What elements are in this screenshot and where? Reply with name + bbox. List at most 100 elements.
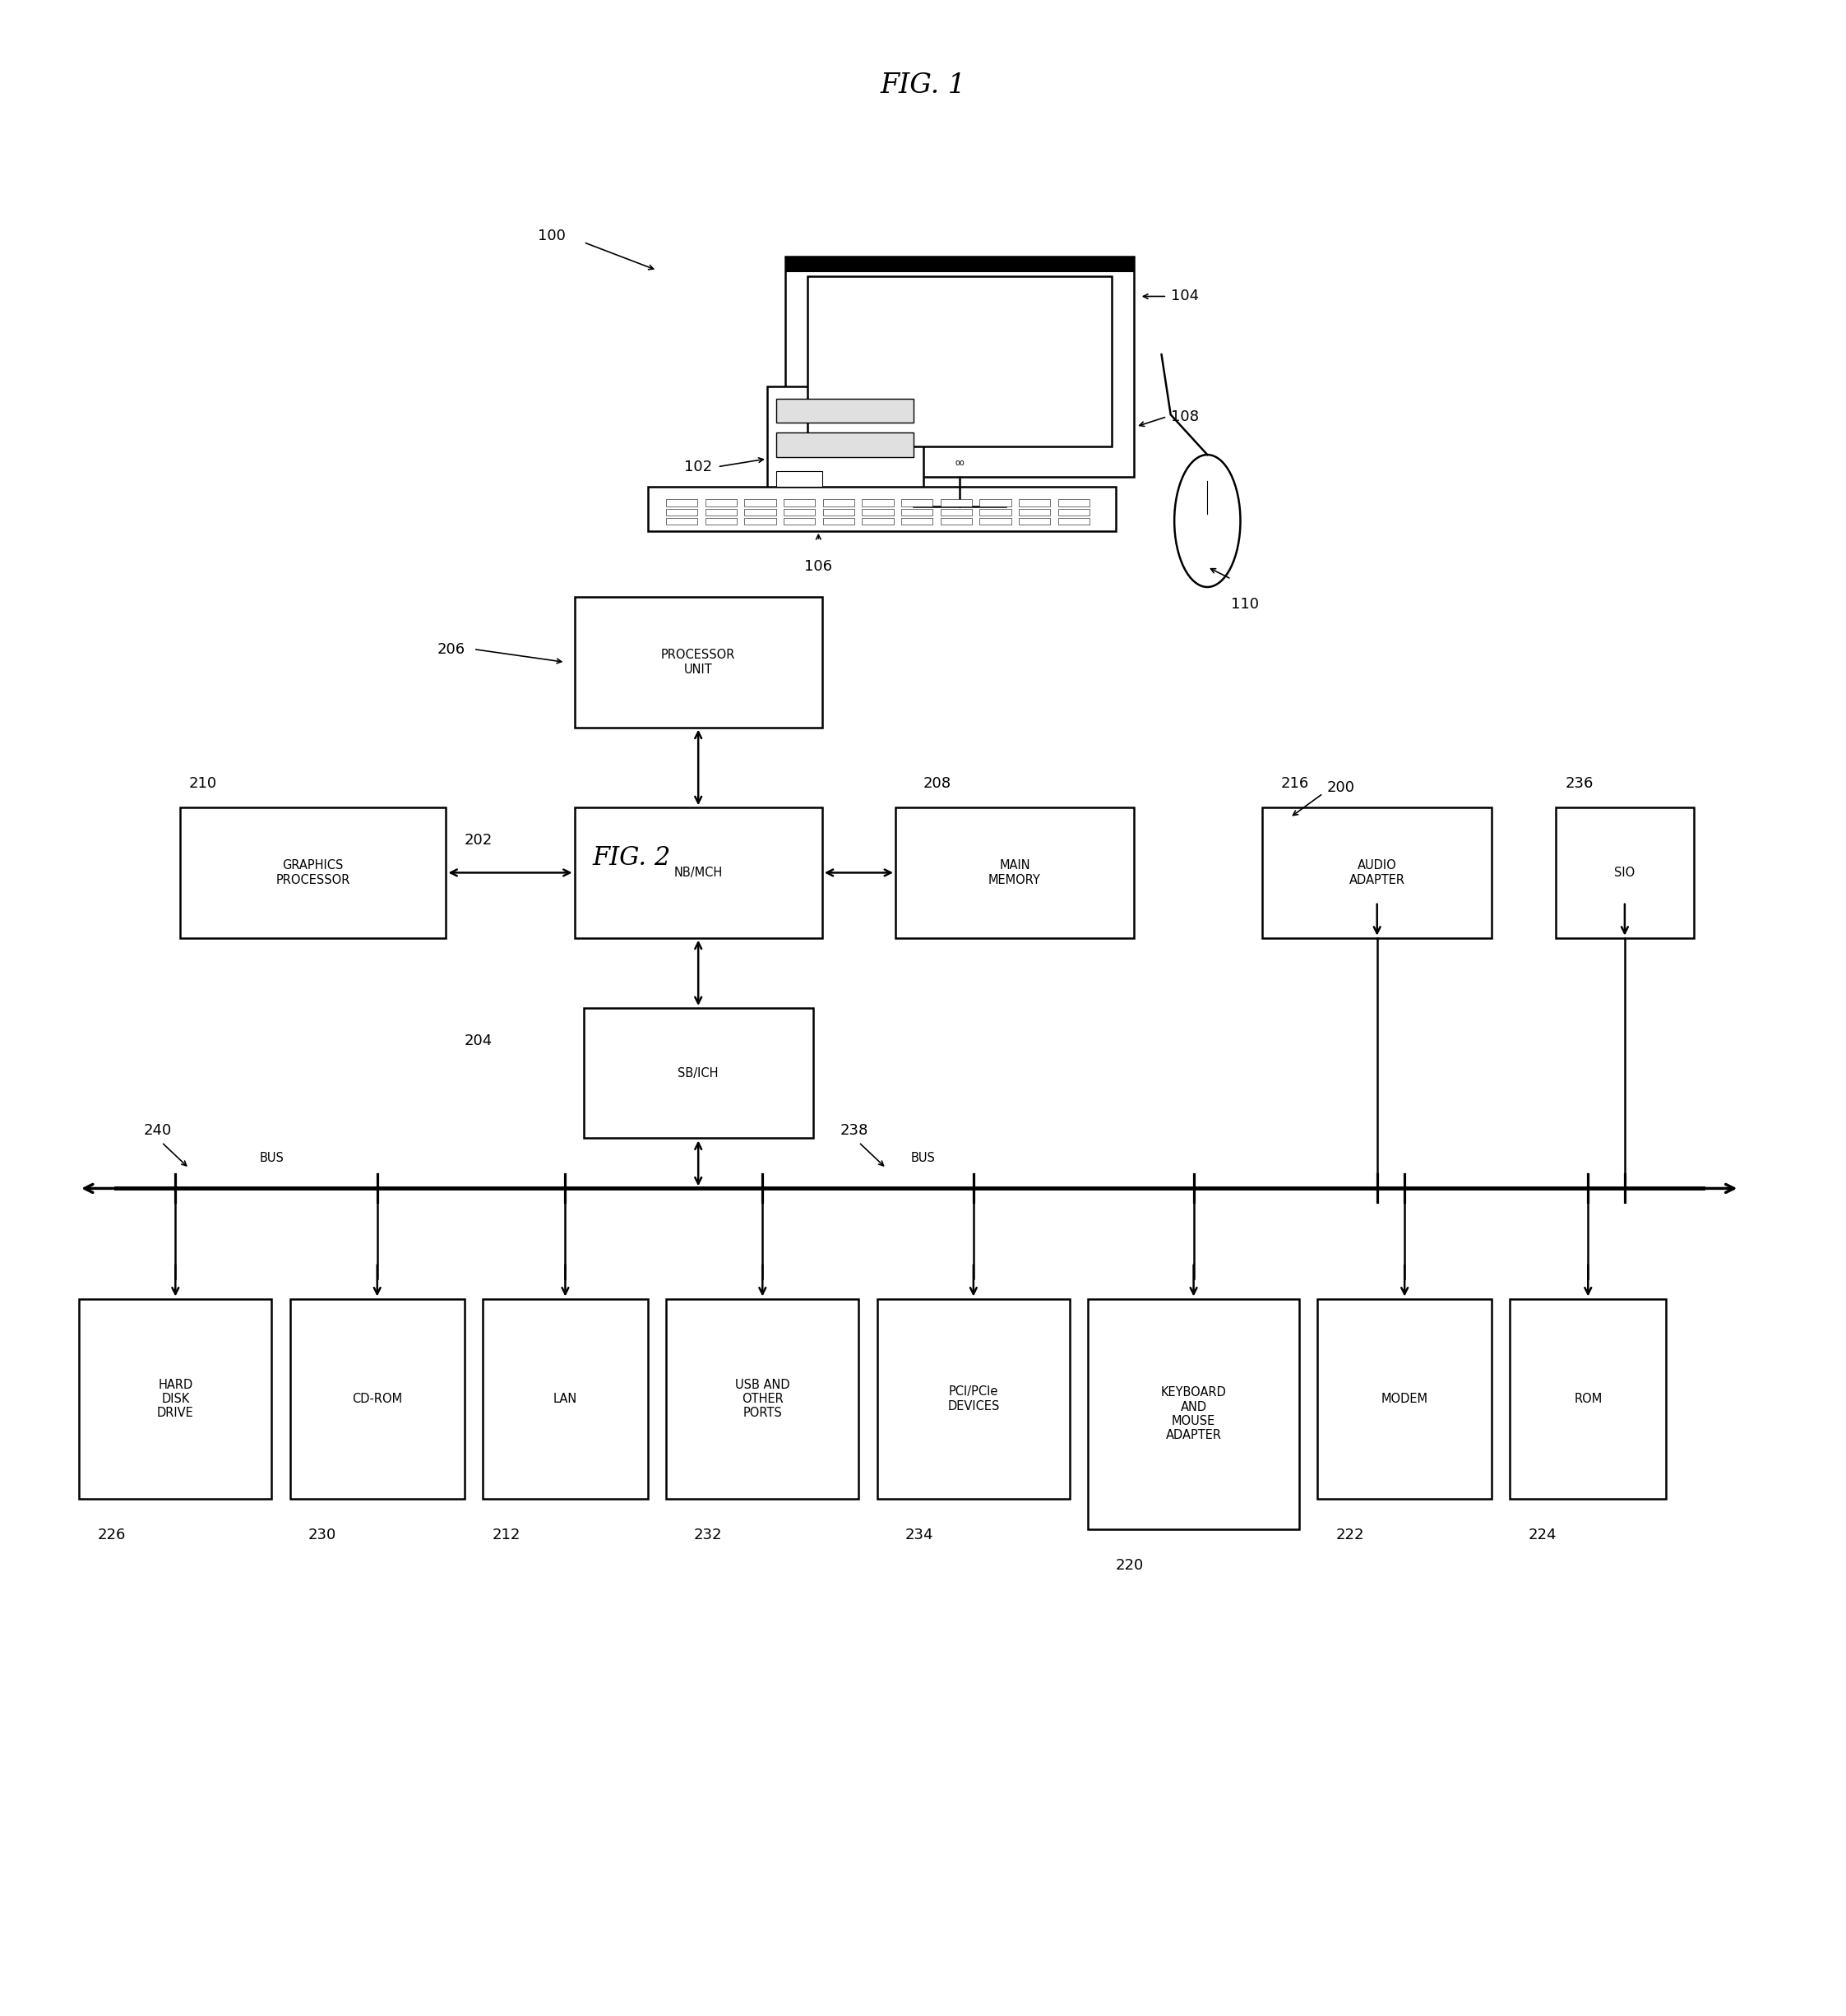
Text: 236: 236 xyxy=(1565,776,1593,790)
Text: 110: 110 xyxy=(1231,597,1259,613)
Text: USB AND
OTHER
PORTS: USB AND OTHER PORTS xyxy=(735,1379,790,1419)
Text: 200: 200 xyxy=(1327,780,1355,794)
FancyBboxPatch shape xyxy=(823,518,855,524)
FancyBboxPatch shape xyxy=(785,518,816,524)
FancyBboxPatch shape xyxy=(1019,500,1050,506)
Text: CD-ROM: CD-ROM xyxy=(353,1393,402,1405)
Text: BUS: BUS xyxy=(910,1151,936,1165)
FancyBboxPatch shape xyxy=(980,508,1012,516)
FancyBboxPatch shape xyxy=(583,1008,812,1139)
FancyBboxPatch shape xyxy=(1058,500,1089,506)
FancyBboxPatch shape xyxy=(901,508,932,516)
FancyBboxPatch shape xyxy=(895,808,1133,937)
FancyBboxPatch shape xyxy=(1087,1298,1300,1530)
Text: LAN: LAN xyxy=(554,1393,578,1405)
FancyBboxPatch shape xyxy=(648,486,1115,530)
FancyBboxPatch shape xyxy=(705,508,737,516)
FancyBboxPatch shape xyxy=(901,500,932,506)
FancyBboxPatch shape xyxy=(1510,1298,1665,1500)
FancyBboxPatch shape xyxy=(901,518,932,524)
Text: 234: 234 xyxy=(905,1528,932,1542)
Text: HARD
DISK
DRIVE: HARD DISK DRIVE xyxy=(157,1379,194,1419)
FancyBboxPatch shape xyxy=(785,508,816,516)
Text: GRAPHICS
PROCESSOR: GRAPHICS PROCESSOR xyxy=(275,859,351,885)
Text: 104: 104 xyxy=(1170,288,1198,304)
Text: 102: 102 xyxy=(685,460,713,474)
FancyBboxPatch shape xyxy=(744,508,775,516)
Text: NB/MCH: NB/MCH xyxy=(674,867,722,879)
FancyBboxPatch shape xyxy=(775,472,821,486)
Text: 212: 212 xyxy=(491,1528,521,1542)
Text: AUDIO
ADAPTER: AUDIO ADAPTER xyxy=(1349,859,1405,885)
Text: 216: 216 xyxy=(1281,776,1309,790)
FancyBboxPatch shape xyxy=(1058,518,1089,524)
Text: 226: 226 xyxy=(98,1528,126,1542)
FancyBboxPatch shape xyxy=(940,500,971,506)
Text: FIG. 1: FIG. 1 xyxy=(881,73,965,99)
Text: MAIN
MEMORY: MAIN MEMORY xyxy=(988,859,1041,885)
Text: 204: 204 xyxy=(465,1032,493,1048)
FancyBboxPatch shape xyxy=(1263,808,1492,937)
FancyBboxPatch shape xyxy=(785,256,1133,478)
FancyBboxPatch shape xyxy=(705,518,737,524)
Text: BUS: BUS xyxy=(260,1151,284,1165)
FancyBboxPatch shape xyxy=(482,1298,648,1500)
Text: 106: 106 xyxy=(805,558,833,575)
FancyBboxPatch shape xyxy=(744,500,775,506)
FancyBboxPatch shape xyxy=(1019,508,1050,516)
FancyBboxPatch shape xyxy=(775,433,914,458)
Text: PCI/PCIe
DEVICES: PCI/PCIe DEVICES xyxy=(947,1385,999,1413)
FancyBboxPatch shape xyxy=(666,508,698,516)
Text: 210: 210 xyxy=(188,776,218,790)
FancyBboxPatch shape xyxy=(79,1298,271,1500)
FancyBboxPatch shape xyxy=(1019,518,1050,524)
FancyBboxPatch shape xyxy=(666,518,698,524)
Text: 232: 232 xyxy=(694,1528,722,1542)
Text: 108: 108 xyxy=(1170,409,1198,423)
Text: 208: 208 xyxy=(923,776,951,790)
Text: 100: 100 xyxy=(537,230,565,244)
Text: MODEM: MODEM xyxy=(1381,1393,1429,1405)
FancyBboxPatch shape xyxy=(1556,808,1693,937)
FancyBboxPatch shape xyxy=(1318,1298,1492,1500)
FancyBboxPatch shape xyxy=(666,500,698,506)
FancyBboxPatch shape xyxy=(181,808,447,937)
FancyBboxPatch shape xyxy=(940,518,971,524)
FancyBboxPatch shape xyxy=(980,518,1012,524)
Text: FIG. 2: FIG. 2 xyxy=(593,845,672,871)
Text: 222: 222 xyxy=(1337,1528,1364,1542)
Ellipse shape xyxy=(1174,456,1241,587)
FancyBboxPatch shape xyxy=(705,500,737,506)
FancyBboxPatch shape xyxy=(980,500,1012,506)
FancyBboxPatch shape xyxy=(744,518,775,524)
Text: 240: 240 xyxy=(144,1123,172,1139)
Text: 224: 224 xyxy=(1528,1528,1556,1542)
FancyBboxPatch shape xyxy=(666,1298,858,1500)
Text: 230: 230 xyxy=(308,1528,336,1542)
FancyBboxPatch shape xyxy=(862,500,893,506)
FancyBboxPatch shape xyxy=(574,808,821,937)
FancyBboxPatch shape xyxy=(768,387,923,496)
FancyBboxPatch shape xyxy=(574,597,821,728)
FancyBboxPatch shape xyxy=(877,1298,1071,1500)
FancyBboxPatch shape xyxy=(775,399,914,423)
FancyBboxPatch shape xyxy=(1058,508,1089,516)
Text: oo: oo xyxy=(954,458,964,468)
Text: PROCESSOR
UNIT: PROCESSOR UNIT xyxy=(661,649,735,675)
Text: SB/ICH: SB/ICH xyxy=(677,1066,718,1079)
Text: 202: 202 xyxy=(465,833,493,847)
FancyBboxPatch shape xyxy=(862,518,893,524)
FancyBboxPatch shape xyxy=(785,500,816,506)
FancyBboxPatch shape xyxy=(862,508,893,516)
FancyBboxPatch shape xyxy=(823,508,855,516)
FancyBboxPatch shape xyxy=(823,500,855,506)
FancyBboxPatch shape xyxy=(940,508,971,516)
FancyBboxPatch shape xyxy=(785,256,1133,272)
FancyBboxPatch shape xyxy=(807,276,1111,448)
Text: 220: 220 xyxy=(1115,1558,1145,1572)
FancyBboxPatch shape xyxy=(290,1298,465,1500)
Text: KEYBOARD
AND
MOUSE
ADAPTER: KEYBOARD AND MOUSE ADAPTER xyxy=(1161,1387,1226,1441)
Text: 206: 206 xyxy=(438,641,465,657)
Text: SIO: SIO xyxy=(1615,867,1636,879)
Text: ROM: ROM xyxy=(1575,1393,1602,1405)
